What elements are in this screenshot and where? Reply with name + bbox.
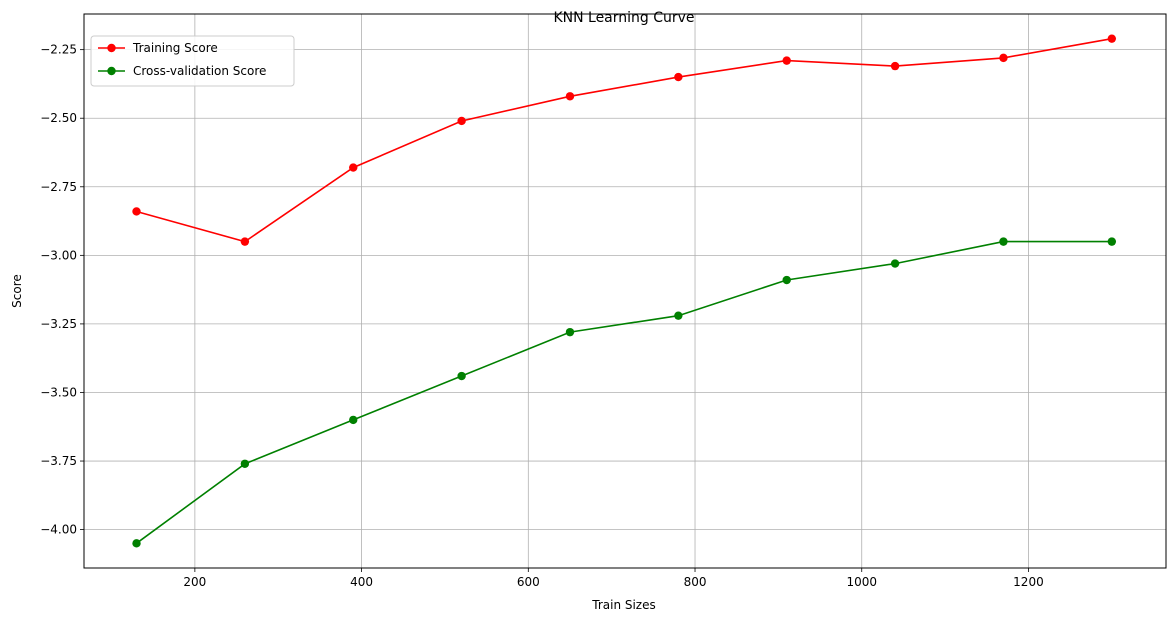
legend-marker — [107, 66, 116, 76]
series-1-point — [240, 237, 250, 246]
x-tick-label: 400 — [350, 575, 373, 589]
series-2-point — [240, 459, 250, 468]
y-tick-label: −3.75 — [40, 454, 77, 468]
series-1-point — [457, 116, 466, 126]
series-1-point — [674, 72, 683, 82]
legend-box — [90, 35, 295, 87]
series-lines — [136, 37, 1112, 544]
legend: Training Score Cross-validation Score — [90, 35, 295, 87]
x-axis: 200 400 600 800 1000 1200 — [183, 568, 1044, 589]
legend-label: Training Score — [132, 41, 218, 55]
series-2-point — [457, 371, 466, 381]
series-1-point — [349, 163, 358, 172]
series-2-point — [132, 539, 141, 548]
y-tick-label: −3.25 — [40, 317, 77, 331]
series-line-2 — [136, 240, 1112, 544]
plot-frame — [83, 13, 1167, 569]
series-2-point — [565, 327, 575, 337]
series-1-point — [132, 207, 141, 216]
x-tick-label: 1200 — [1013, 575, 1044, 589]
y-tick-label: −4.00 — [40, 523, 77, 537]
series-1-point — [565, 92, 575, 101]
x-tick-label: 800 — [684, 575, 707, 589]
series-1-point — [782, 56, 791, 65]
x-tick-label: 600 — [517, 575, 540, 589]
series-2-point — [999, 237, 1008, 246]
x-axis-title: Train Sizes — [591, 598, 656, 612]
y-tick-label: −2.25 — [40, 43, 77, 57]
y-tick-label: −3.00 — [40, 248, 77, 262]
series-2-point — [349, 415, 358, 425]
chart-title: KNN Learning Curve — [553, 10, 694, 26]
series-1-point — [1107, 34, 1117, 43]
series-1-point — [890, 61, 900, 71]
x-tick-label: 200 — [183, 575, 206, 589]
series-1-point — [999, 53, 1008, 63]
legend-marker — [107, 43, 116, 53]
series-line-1 — [136, 37, 1112, 243]
x-tick-label: 1000 — [846, 575, 877, 589]
series-points — [132, 34, 1117, 548]
series-2-point — [782, 275, 791, 285]
y-tick-label: −3.50 — [40, 385, 77, 399]
legend-label: Cross-validation Score — [133, 64, 266, 78]
y-tick-label: −2.50 — [40, 111, 77, 125]
y-axis: −2.25 −2.50 −2.75 −3.00 −3.25 −3.50 −3.75 −4.00 — [40, 43, 84, 537]
series-2-point — [1107, 237, 1117, 246]
series-2-point — [674, 311, 683, 320]
series-2-point — [890, 259, 900, 268]
y-tick-label: −2.75 — [40, 180, 77, 194]
y-axis-title: Score — [10, 274, 24, 308]
